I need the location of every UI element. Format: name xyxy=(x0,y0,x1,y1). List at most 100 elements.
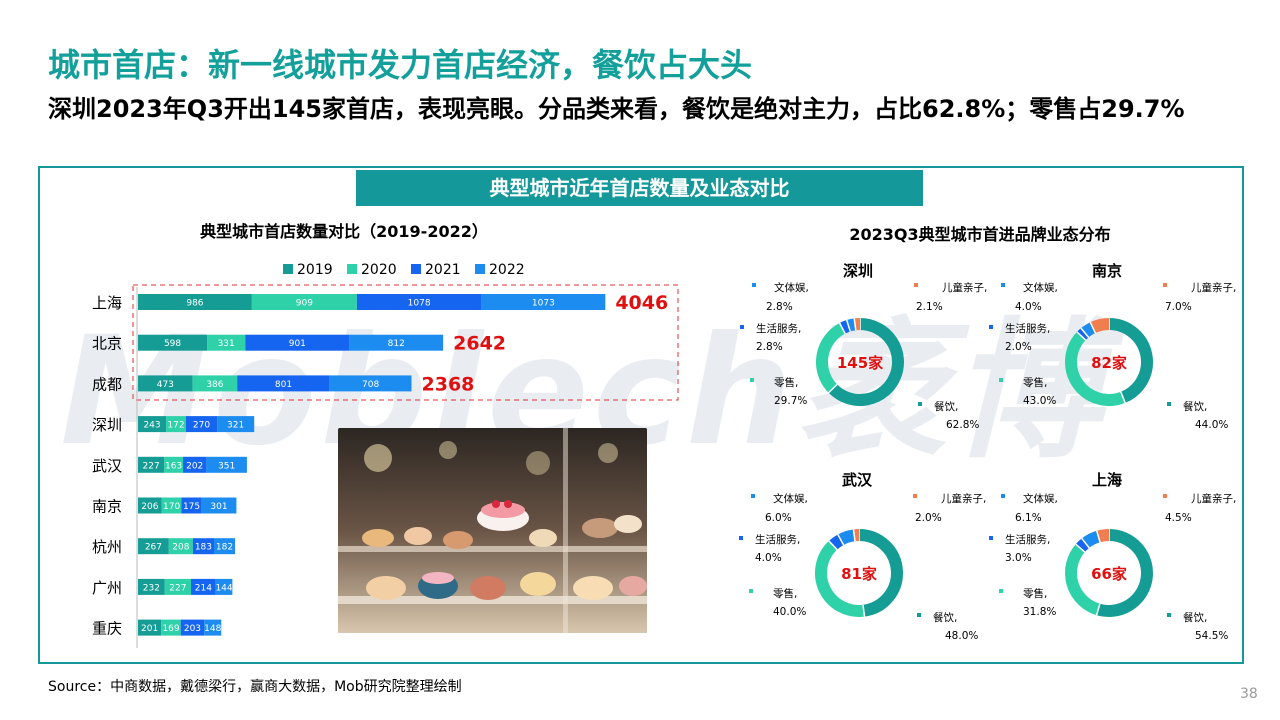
bar-segment-2021 xyxy=(192,538,214,555)
bar-row-深圳: 深圳 243 172 270 321 xyxy=(92,416,255,434)
bar-value-label: 208 xyxy=(172,543,189,553)
bar-segment-2021 xyxy=(181,497,202,514)
bar-segment-2020 xyxy=(251,294,357,310)
bar-segment-2021 xyxy=(183,456,207,473)
donut-chart-title: 2023Q3典型城市首进品牌业态分布 xyxy=(849,225,1110,244)
bar-segment-2022 xyxy=(217,416,255,433)
label-percent: 31.8% xyxy=(1023,606,1056,618)
donut-label-生活服务: 生活服务, 4.0% xyxy=(739,533,800,564)
donut-slice-零售 xyxy=(816,323,846,393)
bar-value-label: 144 xyxy=(215,583,232,593)
bar-value-label: 301 xyxy=(210,502,227,512)
label-percent: 29.7% xyxy=(774,395,807,407)
legend-label: 2022 xyxy=(489,262,525,278)
label-marker xyxy=(1163,494,1167,498)
donut-slice-儿童亲子 xyxy=(1096,529,1110,543)
bar-value-label: 148 xyxy=(204,624,221,634)
bar-value-label: 386 xyxy=(206,380,223,390)
legend-item-2022: 2022 xyxy=(475,262,525,278)
slice-separator xyxy=(1080,327,1090,338)
label-marker xyxy=(740,325,744,329)
bar-value-label: 351 xyxy=(218,461,235,471)
bar-value-label: 801 xyxy=(275,380,292,390)
bar-value-label: 182 xyxy=(216,543,233,553)
category-label: 武汉 xyxy=(92,457,122,475)
category-label: 深圳 xyxy=(92,416,122,434)
donut-label-餐饮: 餐饮, 48.0% xyxy=(917,611,978,642)
bar-value-label: 201 xyxy=(141,624,158,634)
bar-value-label: 267 xyxy=(145,543,162,553)
label-marker xyxy=(913,494,917,498)
legend-label: 2019 xyxy=(297,262,333,278)
chart-frame xyxy=(38,166,1244,664)
label-percent: 2.8% xyxy=(756,341,783,353)
section-banner: 典型城市近年首店数量及业态对比 xyxy=(356,170,923,206)
bar-segment-2022 xyxy=(329,375,412,392)
label-category: 文体娱, xyxy=(1023,492,1058,505)
legend-item-2021: 2021 xyxy=(411,262,461,278)
donut-label-儿童亲子: 儿童亲子, 7.0% xyxy=(1163,281,1236,313)
label-category: 餐饮, xyxy=(933,611,957,624)
page-number: 38 xyxy=(1240,686,1258,702)
slice-separator xyxy=(862,604,866,617)
slice-separator xyxy=(852,529,856,542)
donut-slice-文体娱 xyxy=(1081,530,1101,549)
label-category: 生活服务, xyxy=(755,533,800,546)
bar-segment-2022 xyxy=(201,497,237,514)
label-percent: 3.0% xyxy=(1005,552,1032,564)
bar-row-广州: 广州 232 227 214 144 xyxy=(92,578,233,597)
category-label: 杭州 xyxy=(92,538,122,556)
label-category: 零售, xyxy=(773,587,797,600)
bar-segment-2019 xyxy=(138,619,162,636)
bar-segment-2020 xyxy=(161,619,181,636)
donut-slice-生活服务 xyxy=(828,534,844,550)
label-marker xyxy=(917,613,921,617)
legend-swatch xyxy=(283,264,293,274)
donut-slice-文体娱 xyxy=(846,318,856,332)
label-marker xyxy=(989,536,993,540)
label-percent: 54.5% xyxy=(1195,630,1228,642)
donut-city-name: 上海 xyxy=(1092,471,1122,489)
donut-slice-餐饮 xyxy=(828,318,904,406)
label-percent: 62.8% xyxy=(946,419,979,431)
label-marker xyxy=(750,378,754,382)
slice-separator xyxy=(1081,537,1090,549)
label-percent: 4.0% xyxy=(755,552,782,564)
bar-total-label: 2368 xyxy=(422,373,475,395)
page-subtitle: 深圳2023年Q3开出145家首店，表现亮眼。分品类来看，餐饮是绝对主力，占比6… xyxy=(48,95,1185,123)
bar-segment-2019 xyxy=(138,538,169,555)
category-label: 南京 xyxy=(92,498,122,516)
label-category: 儿童亲子, xyxy=(941,492,986,505)
bar-segment-2022 xyxy=(204,619,222,636)
bakery-photo-illustration xyxy=(338,428,647,633)
donut-label-生活服务: 生活服务, 3.0% xyxy=(989,533,1050,564)
bar-value-label: 1078 xyxy=(408,299,431,309)
label-marker xyxy=(1167,613,1171,617)
donut-label-生活服务: 生活服务, 2.8% xyxy=(740,322,801,353)
label-marker xyxy=(752,283,756,287)
label-marker xyxy=(1163,283,1167,287)
bar-value-label: 175 xyxy=(183,502,200,512)
highlight-box xyxy=(132,284,679,401)
bar-value-label: 321 xyxy=(227,421,244,431)
slice-separator xyxy=(828,540,838,551)
bar-value-label: 214 xyxy=(195,583,212,593)
legend-label: 2020 xyxy=(361,262,397,278)
donut-label-儿童亲子: 儿童亲子, 2.1% xyxy=(914,281,987,313)
bar-segment-2021 xyxy=(356,294,482,310)
category-label: 成都 xyxy=(92,375,122,393)
donut-slice-餐饮 xyxy=(858,529,903,617)
bar-value-label: 909 xyxy=(296,299,313,309)
bar-value-label: 163 xyxy=(165,461,182,471)
category-label: 广州 xyxy=(92,579,122,597)
slice-separator xyxy=(1075,543,1086,553)
donut-label-文体娱: 文体娱, 4.0% xyxy=(1001,281,1058,313)
bar-value-label: 473 xyxy=(157,380,174,390)
bar-segment-2022 xyxy=(206,456,247,473)
donut-label-文体娱: 文体娱, 6.1% xyxy=(1001,492,1058,524)
label-percent: 2.0% xyxy=(1005,341,1032,353)
bar-segment-2020 xyxy=(164,578,192,595)
donut-city-name: 南京 xyxy=(1092,262,1122,280)
bar-segment-2021 xyxy=(237,375,330,392)
